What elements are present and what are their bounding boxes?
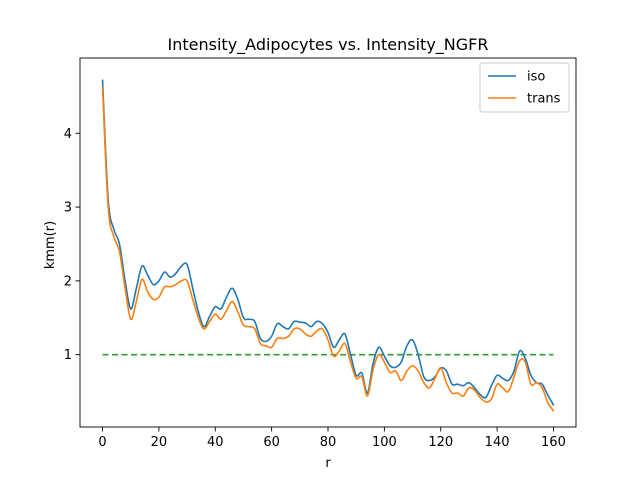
y-tick-label: 3 [64, 201, 72, 216]
x-tick-label: 100 [372, 435, 397, 450]
y-tick-label: 4 [64, 127, 72, 142]
series-line-trans [101, 86, 555, 412]
x-tick-label: 140 [485, 435, 510, 450]
x-tick-label: 80 [320, 435, 337, 450]
legend-label-iso: iso [527, 70, 545, 85]
x-tick-label: 160 [541, 435, 566, 450]
x-tick-label: 120 [428, 435, 453, 450]
y-tick-label: 2 [64, 274, 72, 289]
legend: iso trans [479, 62, 570, 113]
x-tick-label: 20 [151, 435, 168, 450]
y-tick-label: 1 [64, 348, 72, 363]
series-line-iso [101, 79, 555, 406]
y-axis: 1 2 3 4 [64, 127, 80, 363]
y-axis-label: kmm(r) [43, 221, 58, 269]
x-axis: 0 20 40 60 80 100 120 140 160 [98, 427, 566, 450]
legend-label-trans: trans [527, 92, 561, 107]
x-tick-label: 40 [207, 435, 224, 450]
chart-title: Intensity_Adipocytes vs. Intensity_NGFR [168, 35, 489, 55]
x-axis-label: r [325, 456, 331, 471]
x-tick-label: 0 [98, 435, 106, 450]
x-tick-label: 60 [263, 435, 280, 450]
